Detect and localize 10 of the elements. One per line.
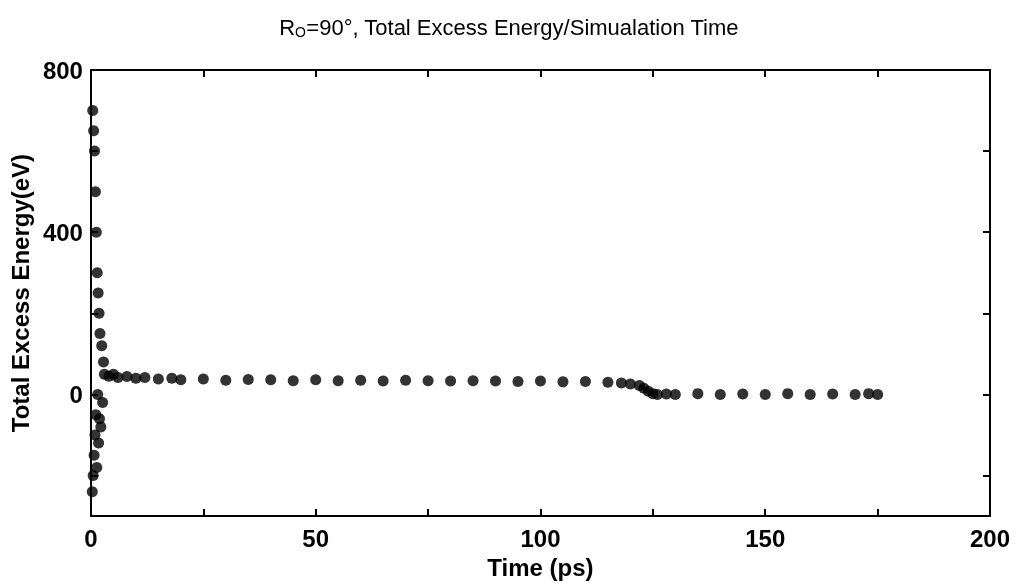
x-tick-label: 150 [745,524,786,552]
x-tick-label: 100 [520,524,561,552]
y-tick-label: 400 [42,218,83,246]
y-tick-label: 0 [69,380,83,408]
chart-title: RO=90°, Total Excess Energy/Simualation Time [279,14,739,40]
x-axis-title: Time (ps) [487,553,594,581]
y-axis-title: Total Excess Energy(eV) [6,153,34,433]
x-tick-label: 200 [969,524,1011,552]
x-tick-label: 50 [302,524,330,552]
y-tick-label: 800 [42,56,83,84]
